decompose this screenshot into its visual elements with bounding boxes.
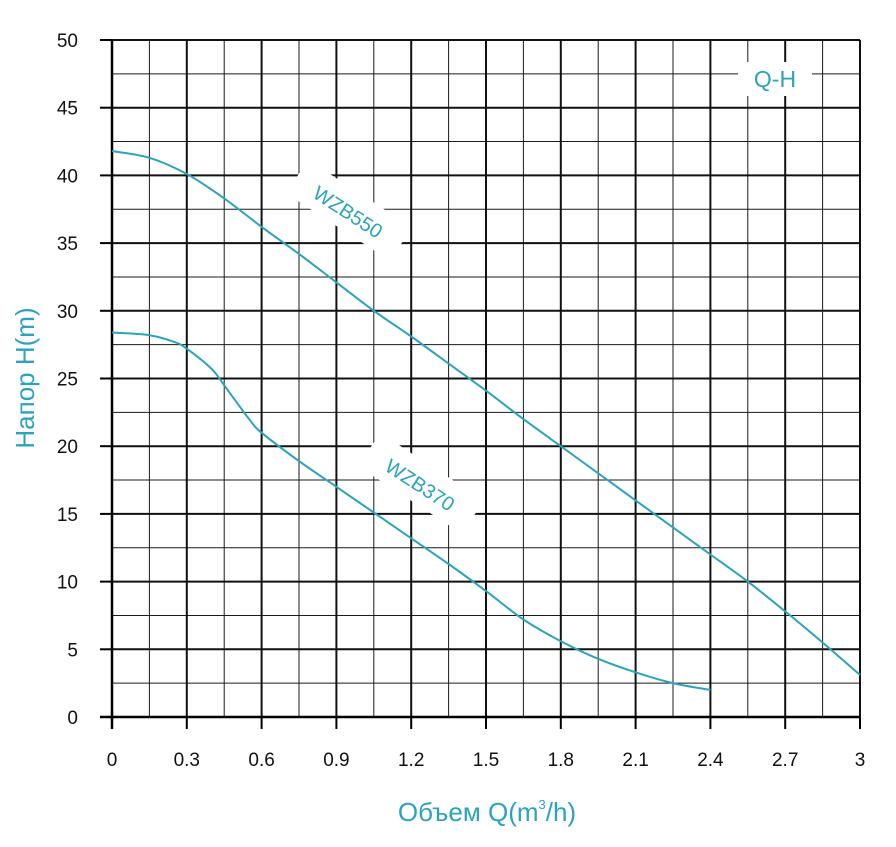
y-tick-labels: 0 5 10 15 20 25 30 35 40 45 50 — [57, 31, 78, 729]
legend: Q-H — [738, 62, 812, 96]
x-tick-label: 1.8 — [548, 750, 574, 771]
x-tick-labels: 0 0.3 0.6 0.9 1.2 1.5 1.8 2.1 2.4 2.7 3 — [107, 750, 866, 771]
x-axis-label: Объем Q(m3/h) — [398, 797, 576, 827]
x-tick-label: 1.5 — [473, 750, 499, 771]
axes — [100, 39, 861, 729]
x-axis-label-sup: 3 — [539, 797, 546, 812]
y-tick-label: 45 — [57, 99, 78, 120]
x-tick-label: 0.9 — [323, 750, 349, 771]
series-label-bg — [291, 165, 407, 256]
y-tick-label: 50 — [57, 31, 78, 52]
x-tick-label: 3 — [855, 750, 866, 771]
x-tick-label: 0.6 — [248, 750, 274, 771]
y-tick-label: 10 — [57, 573, 78, 594]
series-lines — [111, 150, 861, 691]
x-axis-label-tail: /h) — [546, 797, 576, 827]
x-tick-label: 0.3 — [174, 750, 200, 771]
x-tick-label: 2.7 — [772, 750, 798, 771]
series-label-wzb370: WZB370 — [363, 438, 479, 529]
y-tick-label: 5 — [67, 640, 78, 661]
grid-major — [111, 39, 861, 718]
y-tick-label: 0 — [67, 708, 78, 729]
x-tick-label: 0 — [107, 750, 118, 771]
x-tick-label: 1.2 — [398, 750, 424, 771]
y-axis-label: Напор H(m) — [10, 307, 40, 448]
y-tick-label: 40 — [57, 166, 78, 187]
x-tick-label: 2.4 — [697, 750, 724, 771]
y-tick-label: 20 — [57, 437, 78, 458]
y-tick-label: 25 — [57, 370, 78, 391]
series-line-wzb370 — [111, 331, 711, 691]
legend-label: Q-H — [754, 66, 796, 92]
legend-box — [738, 62, 812, 96]
y-tick-label: 30 — [57, 302, 78, 323]
x-axis-label-main: Объем Q(m — [398, 797, 539, 827]
series-line-wzb550 — [111, 150, 861, 676]
y-tick-label: 35 — [57, 234, 78, 255]
x-tick-label: 2.1 — [622, 750, 648, 771]
y-tick-label: 15 — [57, 505, 78, 526]
series-label-bg — [363, 438, 479, 529]
